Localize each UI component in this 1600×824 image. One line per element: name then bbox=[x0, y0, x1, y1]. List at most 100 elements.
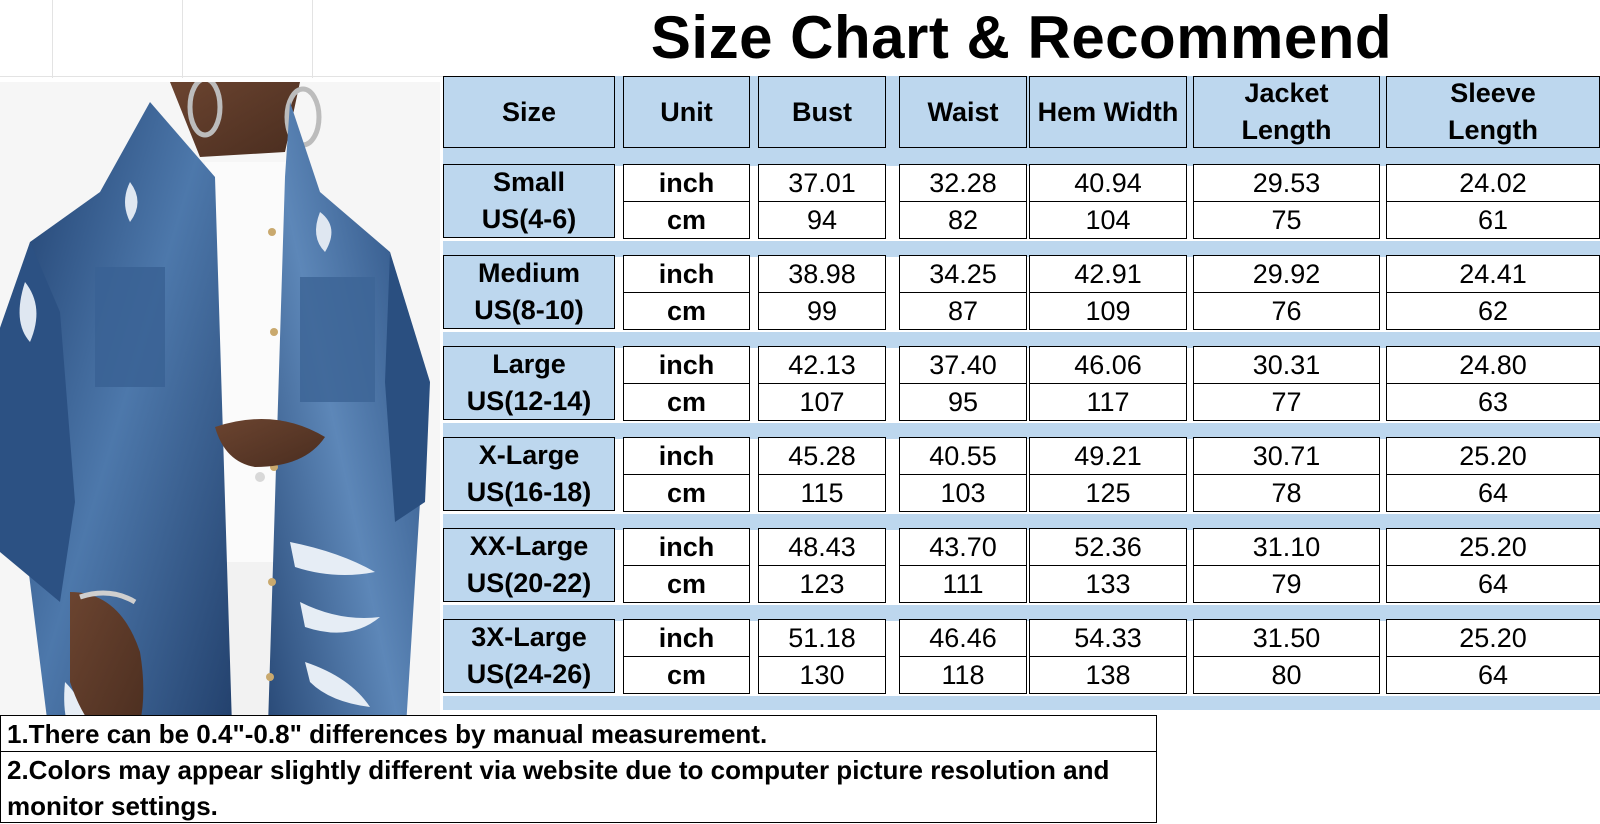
value-cell: 78 bbox=[1193, 474, 1380, 512]
value-cell: 54.33 bbox=[1029, 619, 1187, 657]
value-cell: 133 bbox=[1029, 565, 1187, 603]
value-cell: 24.41 bbox=[1386, 255, 1600, 293]
row-separator bbox=[443, 423, 1600, 439]
value-cell: 52.36 bbox=[1029, 528, 1187, 566]
note-1: 1.There can be 0.4"-0.8" differences by … bbox=[0, 715, 1157, 753]
unit-cell-cm: cm bbox=[623, 201, 750, 239]
value-cell: 64 bbox=[1386, 656, 1600, 694]
page-title: Size Chart & Recommend bbox=[650, 4, 1393, 71]
size-cell: Small US(4-6) bbox=[443, 164, 615, 238]
value-cell: 80 bbox=[1193, 656, 1380, 694]
value-cell: 107 bbox=[758, 383, 886, 421]
header-bust: Bust bbox=[758, 76, 886, 148]
header-sleeve-length: Sleeve Length bbox=[1386, 76, 1600, 148]
row-separator bbox=[443, 605, 1600, 621]
value-cell: 99 bbox=[758, 292, 886, 330]
value-cell: 103 bbox=[899, 474, 1027, 512]
size-us-range: US(12-14) bbox=[466, 386, 592, 416]
value-cell: 104 bbox=[1029, 201, 1187, 239]
value-cell: 31.10 bbox=[1193, 528, 1380, 566]
value-cell: 125 bbox=[1029, 474, 1187, 512]
value-cell: 109 bbox=[1029, 292, 1187, 330]
unit-cell-inch: inch bbox=[623, 346, 750, 384]
value-cell: 49.21 bbox=[1029, 437, 1187, 475]
unit-cell-inch: inch bbox=[623, 528, 750, 566]
unit-cell-inch: inch bbox=[623, 619, 750, 657]
value-cell: 51.18 bbox=[758, 619, 886, 657]
value-cell: 40.94 bbox=[1029, 164, 1187, 202]
note-2: 2.Colors may appear slightly different v… bbox=[0, 751, 1157, 823]
size-name: 3X-Large bbox=[471, 622, 587, 652]
value-cell: 37.01 bbox=[758, 164, 886, 202]
value-cell: 123 bbox=[758, 565, 886, 603]
value-cell: 24.80 bbox=[1386, 346, 1600, 384]
header-waist: Waist bbox=[899, 76, 1027, 148]
size-us-range: US(20-22) bbox=[466, 568, 592, 598]
unit-cell-inch: inch bbox=[623, 164, 750, 202]
value-cell: 111 bbox=[899, 565, 1027, 603]
value-cell: 32.28 bbox=[899, 164, 1027, 202]
value-cell: 29.92 bbox=[1193, 255, 1380, 293]
value-cell: 64 bbox=[1386, 565, 1600, 603]
value-cell: 48.43 bbox=[758, 528, 886, 566]
header-sleeve-length-line2: Length bbox=[1448, 115, 1538, 145]
value-cell: 42.13 bbox=[758, 346, 886, 384]
value-cell: 31.50 bbox=[1193, 619, 1380, 657]
row-separator bbox=[443, 514, 1600, 530]
unit-cell-cm: cm bbox=[623, 292, 750, 330]
value-cell: 61 bbox=[1386, 201, 1600, 239]
header-jacket-length-line1: Jacket bbox=[1244, 78, 1329, 108]
size-name: Medium bbox=[477, 258, 580, 288]
value-cell: 46.46 bbox=[899, 619, 1027, 657]
size-name: Large bbox=[492, 349, 566, 379]
size-us-range: US(8-10) bbox=[474, 295, 584, 325]
value-cell: 130 bbox=[758, 656, 886, 694]
header-hem-width: Hem Width bbox=[1029, 76, 1187, 148]
value-cell: 63 bbox=[1386, 383, 1600, 421]
size-us-range: US(24-26) bbox=[466, 659, 592, 689]
header-sleeve-length-line1: Sleeve bbox=[1450, 78, 1536, 108]
size-cell: X-Large US(16-18) bbox=[443, 437, 615, 511]
unit-cell-cm: cm bbox=[623, 474, 750, 512]
value-cell: 62 bbox=[1386, 292, 1600, 330]
value-cell: 46.06 bbox=[1029, 346, 1187, 384]
value-cell: 79 bbox=[1193, 565, 1380, 603]
value-cell: 40.55 bbox=[899, 437, 1027, 475]
value-cell: 94 bbox=[758, 201, 886, 239]
value-cell: 29.53 bbox=[1193, 164, 1380, 202]
row-separator bbox=[443, 696, 1600, 710]
value-cell: 25.20 bbox=[1386, 619, 1600, 657]
value-cell: 25.20 bbox=[1386, 437, 1600, 475]
spreadsheet-gridlines bbox=[0, 0, 443, 78]
value-cell: 25.20 bbox=[1386, 528, 1600, 566]
value-cell: 24.02 bbox=[1386, 164, 1600, 202]
unit-cell-cm: cm bbox=[623, 565, 750, 603]
value-cell: 115 bbox=[758, 474, 886, 512]
value-cell: 42.91 bbox=[1029, 255, 1187, 293]
header-size: Size bbox=[443, 76, 615, 148]
value-cell: 43.70 bbox=[899, 528, 1027, 566]
row-separator bbox=[443, 150, 1600, 166]
value-cell: 118 bbox=[899, 656, 1027, 694]
size-cell: 3X-Large US(24-26) bbox=[443, 619, 615, 693]
unit-cell-inch: inch bbox=[623, 437, 750, 475]
value-cell: 87 bbox=[899, 292, 1027, 330]
size-cell: XX-Large US(20-22) bbox=[443, 528, 615, 602]
row-separator bbox=[443, 332, 1600, 348]
header-jacket-length: Jacket Length bbox=[1193, 76, 1380, 148]
value-cell: 77 bbox=[1193, 383, 1380, 421]
value-cell: 75 bbox=[1193, 201, 1380, 239]
value-cell: 30.71 bbox=[1193, 437, 1380, 475]
header-unit: Unit bbox=[623, 76, 750, 148]
size-name: XX-Large bbox=[469, 531, 589, 561]
value-cell: 76 bbox=[1193, 292, 1380, 330]
unit-cell-cm: cm bbox=[623, 383, 750, 421]
value-cell: 34.25 bbox=[899, 255, 1027, 293]
value-cell: 138 bbox=[1029, 656, 1187, 694]
unit-cell-inch: inch bbox=[623, 255, 750, 293]
size-us-range: US(4-6) bbox=[481, 204, 577, 234]
value-cell: 95 bbox=[899, 383, 1027, 421]
value-cell: 45.28 bbox=[758, 437, 886, 475]
product-photo bbox=[0, 82, 440, 823]
header-jacket-length-line2: Length bbox=[1241, 115, 1332, 145]
